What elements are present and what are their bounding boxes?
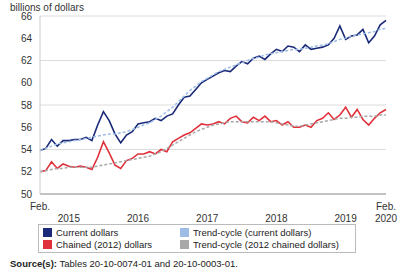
html-text:Chained (2012) dollars: Chained (2012) dollars — [56, 239, 153, 250]
html-text:Trend-cycle (current dollars): Trend-cycle (current dollars) — [192, 227, 312, 238]
svg-text:64: 64 — [21, 33, 33, 44]
svg-text:60: 60 — [21, 77, 33, 88]
html-text:billions of dollars: billions of dollars — [10, 2, 84, 13]
svg-text:2016: 2016 — [127, 213, 150, 222]
svg-text:58: 58 — [21, 100, 33, 111]
svg-text:62: 62 — [21, 55, 33, 66]
svg-text:Feb.: Feb. — [30, 201, 50, 212]
svg-text:2017: 2017 — [196, 213, 219, 222]
html-text:Source(s): Tables 20-10-0074-0: Source(s): Tables 20-10-0074-01 and 20-1… — [10, 258, 238, 269]
svg-text:Feb.: Feb. — [376, 201, 392, 212]
html-text:Trend-cycle (2012 chained doll: Trend-cycle (2012 chained dollars) — [192, 239, 339, 250]
svg-text:50: 50 — [21, 189, 33, 200]
svg-text:54: 54 — [21, 144, 33, 155]
svg-text:66: 66 — [21, 11, 33, 22]
svg-text:2018: 2018 — [265, 213, 288, 222]
svg-text:56: 56 — [21, 122, 33, 133]
svg-text:2020: 2020 — [375, 213, 392, 222]
html-text:Current dollars: Current dollars — [56, 227, 119, 238]
svg-text:52: 52 — [21, 166, 33, 177]
svg-text:2015: 2015 — [58, 213, 81, 222]
svg-text:2019: 2019 — [335, 213, 358, 222]
